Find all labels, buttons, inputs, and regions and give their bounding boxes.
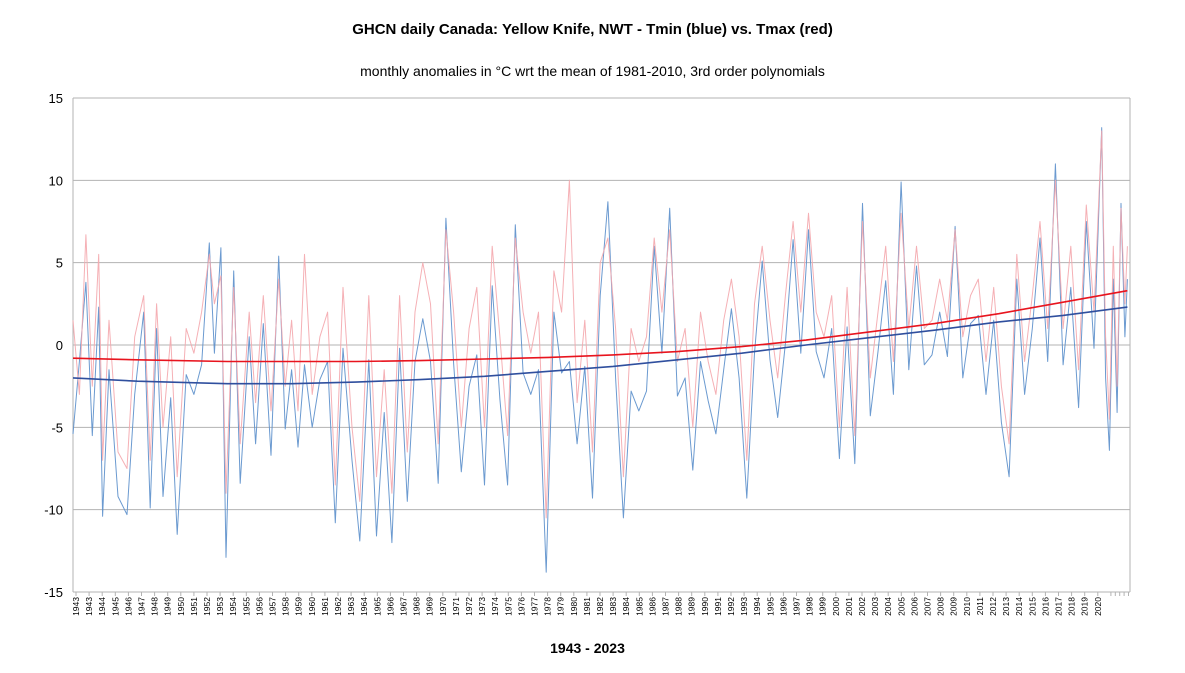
x-tick-label: 1952 xyxy=(202,597,212,616)
x-tick-label: 1984 xyxy=(621,597,631,616)
x-tick-label: 1995 xyxy=(765,597,775,616)
x-tick-label: 1990 xyxy=(700,597,710,616)
x-tick-label: 1978 xyxy=(543,597,553,616)
x-tick-label: 1943 xyxy=(84,597,94,616)
x-tick-label: 1974 xyxy=(490,597,500,616)
x-tick-label: 1998 xyxy=(805,597,815,616)
x-tick-label: 1989 xyxy=(687,597,697,616)
y-axis-ticks: -15 -10 -5 0 5 10 15 xyxy=(44,91,63,600)
x-tick-label: 1943 xyxy=(71,597,81,616)
x-tick-label: 1960 xyxy=(307,597,317,616)
x-tick-label: 1988 xyxy=(674,597,684,616)
chart-title: GHCN daily Canada: Yellow Knife, NWT - T… xyxy=(352,21,833,38)
x-tick-label: 1971 xyxy=(451,597,461,616)
x-tick-label: 1968 xyxy=(412,597,422,616)
x-tick-label: 1992 xyxy=(726,597,736,616)
x-tick-label: 1982 xyxy=(595,597,605,616)
x-tick-label: 1999 xyxy=(818,597,828,616)
x-tick-label: 1985 xyxy=(634,597,644,616)
x-tick-label: 1949 xyxy=(163,597,173,616)
series-line xyxy=(72,127,1128,573)
x-tick-label: 2001 xyxy=(844,597,854,616)
x-tick-label: 1964 xyxy=(359,597,369,616)
x-tick-label: 1953 xyxy=(215,597,225,616)
x-tick-label: 1993 xyxy=(739,597,749,616)
x-tick-label: 2018 xyxy=(1067,597,1077,616)
series-line xyxy=(72,130,1128,519)
x-tick-label: 1986 xyxy=(647,597,657,616)
x-tick-label: 1997 xyxy=(792,597,802,616)
x-tick-label: 2008 xyxy=(936,597,946,616)
x-tick-label: 1979 xyxy=(556,597,566,616)
x-tick-label: 1973 xyxy=(477,597,487,616)
x-tick-label: 1963 xyxy=(346,597,356,616)
x-tick-label: 1969 xyxy=(425,597,435,616)
x-tick-label: 1961 xyxy=(320,597,330,616)
x-tick-label: 1980 xyxy=(569,597,579,616)
series-lines xyxy=(72,127,1128,573)
x-tick-label: 2012 xyxy=(988,597,998,616)
x-tick-label: 1946 xyxy=(123,597,133,616)
x-tick-label: 1948 xyxy=(150,597,160,616)
chart-subtitle: monthly anomalies in °C wrt the mean of … xyxy=(360,63,825,79)
x-tick-label: 1996 xyxy=(778,597,788,616)
y-tick-label: 10 xyxy=(49,173,63,188)
x-tick-label: 1967 xyxy=(399,597,409,616)
x-tick-label: 1944 xyxy=(97,597,107,616)
x-tick-label: 1954 xyxy=(228,597,238,616)
series-line xyxy=(72,289,1128,363)
x-tick-label: 1945 xyxy=(110,597,120,616)
x-tick-label: 1991 xyxy=(713,597,723,616)
x-tick-label: 2013 xyxy=(1001,597,1011,616)
x-tick-label: 2019 xyxy=(1080,597,1090,616)
x-tick-label: 1972 xyxy=(464,597,474,616)
x-tick-label: 1947 xyxy=(137,597,147,616)
x-tick-label: 1981 xyxy=(582,597,592,616)
x-axis-ticks: 1943 1943 1944 1945 1946 1947 1948 1949 1950 1951… xyxy=(71,592,1129,616)
x-tick-label: 2016 xyxy=(1040,597,1050,616)
x-tick-label: 1956 xyxy=(254,597,264,616)
x-tick-label: 1955 xyxy=(241,597,251,616)
x-tick-label: 2003 xyxy=(870,597,880,616)
x-tick-label: 1987 xyxy=(661,597,671,616)
y-tick-label: -15 xyxy=(44,585,63,600)
x-tick-label: 2004 xyxy=(883,597,893,616)
x-tick-label: 2007 xyxy=(923,597,933,616)
x-tick-label: 1959 xyxy=(294,597,304,616)
x-tick-label: 2014 xyxy=(1014,597,1024,616)
x-tick-label: 2009 xyxy=(949,597,959,616)
y-tick-label: 15 xyxy=(49,91,63,106)
x-tick-label: 1994 xyxy=(752,597,762,616)
x-tick-label: 2006 xyxy=(909,597,919,616)
x-tick-label: 2005 xyxy=(896,597,906,616)
x-tick-label: 1965 xyxy=(372,597,382,616)
y-tick-label: 5 xyxy=(56,256,63,271)
series-line xyxy=(72,306,1128,385)
x-tick-label: 1958 xyxy=(281,597,291,616)
x-tick-label: 1976 xyxy=(516,597,526,616)
x-tick-label: 2017 xyxy=(1054,597,1064,616)
x-tick-label: 1970 xyxy=(438,597,448,616)
x-tick-label: 2010 xyxy=(962,597,972,616)
x-axis-title: 1943 - 2023 xyxy=(550,640,625,656)
x-tick-label: 2002 xyxy=(857,597,867,616)
y-tick-label: -10 xyxy=(44,503,63,518)
x-tick-label: 1966 xyxy=(385,597,395,616)
x-tick-label: 1977 xyxy=(530,597,540,616)
x-tick-label: 1950 xyxy=(176,597,186,616)
x-tick-label: 1983 xyxy=(608,597,618,616)
x-tick-label: 1957 xyxy=(268,597,278,616)
x-tick-label: 2011 xyxy=(975,597,985,616)
y-tick-label: -5 xyxy=(51,420,63,435)
x-tick-label: 2015 xyxy=(1027,597,1037,616)
x-tick-label: 2020 xyxy=(1093,597,1103,616)
y-tick-label: 0 xyxy=(56,338,63,353)
x-tick-label: 1962 xyxy=(333,597,343,616)
x-tick-label: 2000 xyxy=(831,597,841,616)
x-tick-label: 1975 xyxy=(503,597,513,616)
x-tick-label: 1951 xyxy=(189,597,199,616)
